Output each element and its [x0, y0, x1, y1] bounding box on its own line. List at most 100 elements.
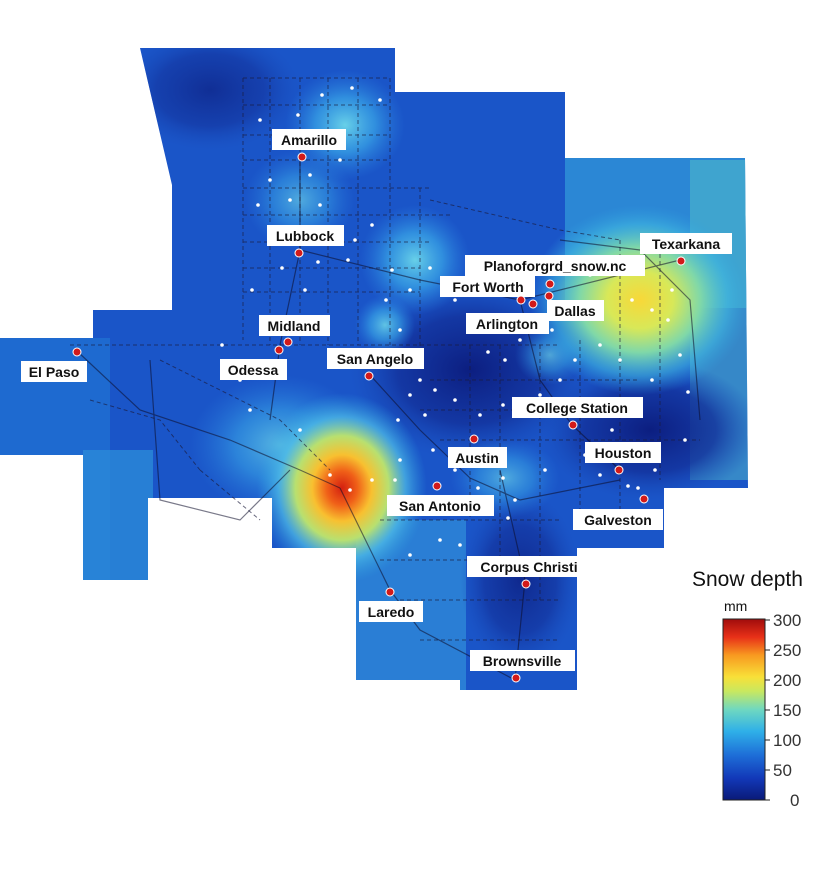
svg-text:Odessa: Odessa — [228, 362, 279, 378]
station-dot — [353, 238, 357, 242]
station-dot — [288, 198, 292, 202]
svg-text:San Angelo: San Angelo — [337, 351, 414, 367]
city-corpus-christi[interactable]: Corpus Christi — [467, 556, 591, 589]
city-lubbock[interactable]: Lubbock — [267, 225, 344, 258]
station-dot — [370, 478, 374, 482]
station-dot — [543, 468, 547, 472]
station-dot — [350, 86, 354, 90]
station-dot — [318, 203, 322, 207]
station-dot — [431, 448, 435, 452]
svg-text:Dallas: Dallas — [554, 303, 595, 319]
legend-title: Snow depth — [692, 568, 803, 591]
svg-text:Arlington: Arlington — [476, 316, 538, 332]
road-network — [77, 160, 701, 681]
station-dot — [370, 223, 374, 227]
city-austin[interactable]: Austin — [448, 434, 507, 468]
station-dot — [296, 113, 300, 117]
city-texarkana[interactable]: Texarkana — [640, 233, 732, 266]
station-dot — [303, 288, 307, 292]
legend-tick-label: 150 — [773, 701, 801, 720]
station-dot — [478, 413, 482, 417]
svg-text:College Station: College Station — [526, 400, 628, 416]
station-dot — [398, 458, 402, 462]
station-dot — [686, 390, 690, 394]
city-midland[interactable]: Midland — [259, 315, 330, 347]
city-san-antonio[interactable]: San Antonio — [387, 481, 494, 516]
station-dot — [308, 173, 312, 177]
station-dot — [618, 358, 622, 362]
legend-colorbar — [722, 618, 766, 801]
station-dot — [320, 93, 324, 97]
station-dot — [666, 318, 670, 322]
station-dot — [438, 538, 442, 542]
svg-text:San Antonio: San Antonio — [399, 498, 481, 514]
legend-tick-label: 0 — [790, 791, 799, 810]
station-dot — [476, 486, 480, 490]
station-dot — [423, 413, 427, 417]
city-college-station[interactable]: College Station — [512, 397, 643, 430]
station-dot — [346, 258, 350, 262]
station-dot — [458, 543, 462, 547]
city-dallas[interactable]: Dallas — [544, 291, 604, 321]
station-dot — [338, 158, 342, 162]
legend-tick-label: 50 — [773, 761, 792, 780]
station-dot — [428, 266, 432, 270]
svg-text:Planoforgrd_snow.nc: Planoforgrd_snow.nc — [484, 258, 627, 274]
city-galveston[interactable]: Galveston — [573, 494, 663, 530]
station-dot — [328, 473, 332, 477]
station-dot — [678, 353, 682, 357]
legend-ticks — [765, 619, 770, 801]
station-dot — [636, 486, 640, 490]
station-dot — [250, 288, 254, 292]
station-dot — [248, 408, 252, 412]
station-dot — [501, 476, 505, 480]
station-dot — [653, 468, 657, 472]
station-dot — [610, 428, 614, 432]
svg-text:Corpus Christi: Corpus Christi — [480, 559, 577, 575]
legend-tick-label: 250 — [773, 641, 801, 660]
station-dot — [396, 418, 400, 422]
station-dot — [348, 488, 352, 492]
station-dot — [630, 298, 634, 302]
city-san-angelo[interactable]: San Angelo — [327, 348, 424, 381]
station-dot — [390, 268, 394, 272]
svg-text:Amarillo: Amarillo — [281, 132, 337, 148]
legend-unit: mm — [724, 598, 747, 614]
station-dot — [453, 468, 457, 472]
city-odessa[interactable]: Odessa — [220, 345, 287, 380]
station-dot — [501, 403, 505, 407]
station-dot — [433, 388, 437, 392]
station-dot — [258, 118, 262, 122]
station-dot — [418, 378, 422, 382]
station-dot — [486, 350, 490, 354]
city-labels: Amarillo Lubbock Midland Odessa El Paso … — [21, 129, 732, 683]
svg-text:Fort Worth: Fort Worth — [452, 279, 523, 295]
city-laredo[interactable]: Laredo — [359, 587, 423, 622]
svg-text:Austin: Austin — [455, 450, 499, 466]
city-el-paso[interactable]: El Paso — [21, 347, 87, 382]
svg-text:Lubbock: Lubbock — [276, 228, 335, 244]
city-arlington[interactable]: Arlington — [466, 299, 549, 334]
station-dot — [408, 393, 412, 397]
svg-text:Laredo: Laredo — [368, 604, 415, 620]
city-brownsville[interactable]: Brownsville — [470, 650, 575, 683]
station-dot — [538, 393, 542, 397]
city-amarillo[interactable]: Amarillo — [272, 129, 346, 162]
station-dot — [598, 473, 602, 477]
station-dot — [408, 553, 412, 557]
station-dot — [573, 358, 577, 362]
station-dot — [268, 178, 272, 182]
station-dot — [220, 343, 224, 347]
station-dot — [316, 260, 320, 264]
city-houston[interactable]: Houston — [585, 442, 661, 475]
svg-text:Texarkana: Texarkana — [652, 236, 720, 252]
color-legend: Snow depth mm 300 250 200 150 100 50 0 — [692, 568, 803, 810]
svg-text:Midland: Midland — [268, 318, 321, 334]
city-fort-worth[interactable]: Fort Worth — [440, 276, 535, 305]
svg-text:Brownsville: Brownsville — [483, 653, 562, 669]
station-dot — [398, 328, 402, 332]
city-plano[interactable]: Planoforgrd_snow.nc — [465, 255, 645, 289]
station-dot — [384, 298, 388, 302]
station-dot — [598, 343, 602, 347]
station-dot — [670, 288, 674, 292]
